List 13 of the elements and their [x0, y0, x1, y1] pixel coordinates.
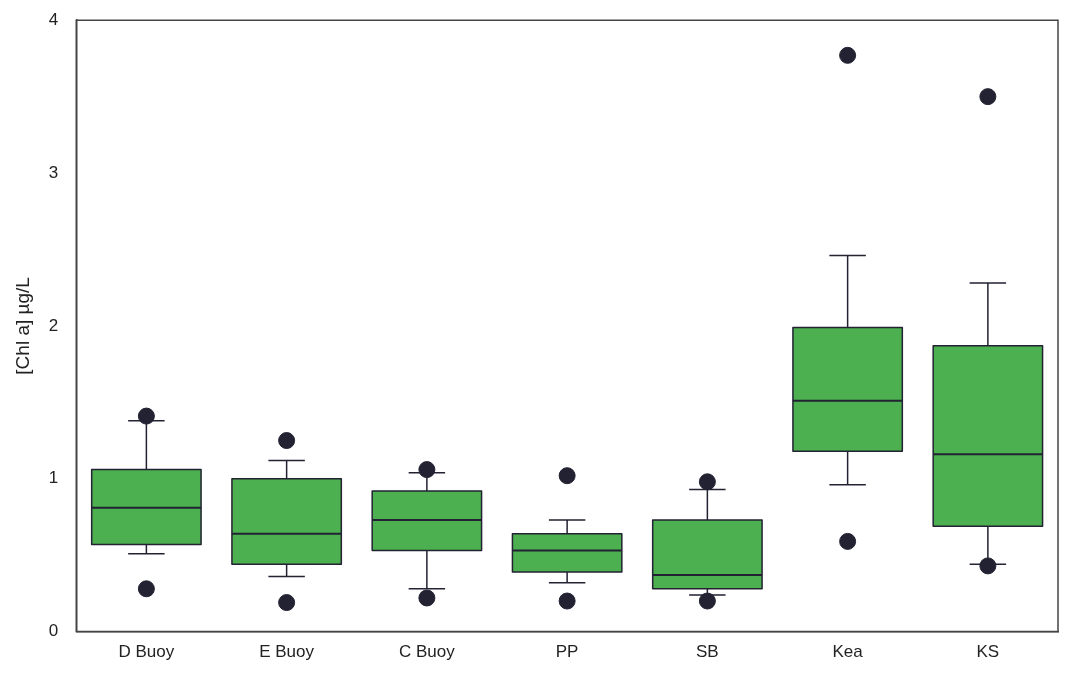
x-tick-label: PP: [555, 642, 579, 662]
y-tick-label: 0: [48, 621, 59, 641]
x-tick-label: D Buoy: [118, 642, 175, 662]
y-tick-label: 1: [48, 468, 59, 488]
y-axis-title: [Chl a] µg/L: [11, 277, 33, 375]
x-tick-label: KS: [976, 642, 1000, 662]
x-tick-label: E Buoy: [259, 642, 315, 662]
y-tick-label: 3: [48, 162, 59, 182]
y-tick-label: 4: [48, 9, 59, 29]
x-tick-label: Kea: [832, 642, 864, 662]
x-tick-label: SB: [696, 642, 719, 662]
y-tick-label: 2: [48, 315, 59, 335]
x-tick-label: C Buoy: [399, 642, 456, 662]
